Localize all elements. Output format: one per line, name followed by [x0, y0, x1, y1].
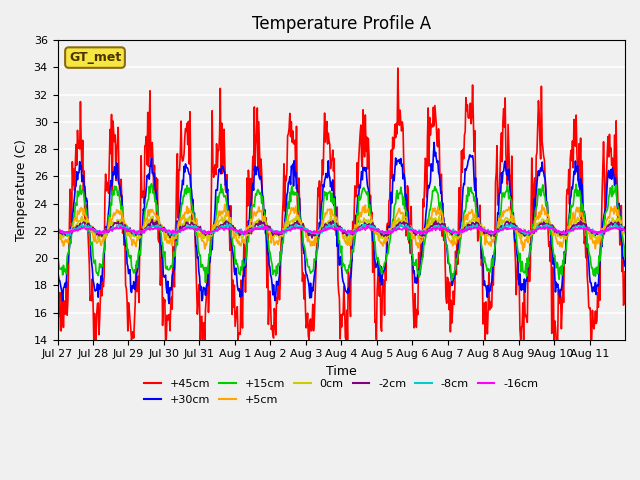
+15cm — [433, 190, 441, 195]
-16cm — [240, 231, 248, 237]
Text: GT_met: GT_met — [69, 51, 121, 64]
0cm — [433, 217, 441, 223]
-8cm — [621, 229, 629, 235]
+45cm — [401, 180, 409, 185]
+45cm — [121, 237, 129, 242]
-16cm — [54, 228, 61, 234]
Line: +30cm: +30cm — [58, 143, 625, 303]
+5cm — [519, 248, 527, 253]
+45cm — [253, 105, 261, 111]
-16cm — [275, 229, 283, 235]
+15cm — [401, 204, 409, 210]
+5cm — [120, 217, 128, 223]
Line: +5cm: +5cm — [58, 204, 625, 251]
-2cm — [120, 223, 128, 229]
+15cm — [621, 254, 629, 260]
+45cm — [275, 277, 283, 283]
+30cm — [54, 268, 61, 274]
+5cm — [54, 233, 61, 239]
+30cm — [225, 203, 233, 209]
-8cm — [225, 222, 233, 228]
+15cm — [226, 215, 234, 220]
-8cm — [275, 229, 283, 235]
Line: -16cm: -16cm — [58, 226, 625, 234]
+45cm — [621, 269, 629, 275]
-2cm — [308, 235, 316, 241]
0cm — [621, 230, 629, 236]
0cm — [346, 239, 354, 244]
+45cm — [225, 221, 233, 227]
0cm — [253, 218, 260, 224]
-16cm — [253, 226, 261, 231]
+15cm — [202, 279, 209, 285]
+15cm — [120, 222, 128, 228]
-2cm — [433, 220, 441, 226]
-16cm — [433, 225, 441, 230]
-8cm — [54, 228, 61, 233]
+30cm — [430, 140, 438, 145]
0cm — [274, 231, 282, 237]
+15cm — [148, 181, 156, 187]
+30cm — [253, 164, 261, 170]
Title: Temperature Profile A: Temperature Profile A — [252, 15, 431, 33]
0cm — [401, 217, 409, 223]
-16cm — [363, 223, 371, 229]
Line: +15cm: +15cm — [58, 184, 625, 282]
0cm — [120, 225, 128, 230]
+45cm — [433, 143, 441, 148]
+45cm — [54, 295, 61, 300]
+15cm — [254, 187, 262, 192]
-16cm — [401, 224, 409, 230]
Line: 0cm: 0cm — [58, 215, 625, 241]
-2cm — [225, 220, 233, 226]
+5cm — [225, 220, 233, 226]
X-axis label: Time: Time — [326, 365, 356, 378]
Y-axis label: Temperature (C): Temperature (C) — [15, 139, 28, 241]
+5cm — [275, 239, 283, 244]
Legend: +45cm, +30cm, +15cm, +5cm, 0cm, -2cm, -8cm, -16cm: +45cm, +30cm, +15cm, +5cm, 0cm, -2cm, -8… — [140, 375, 543, 409]
+45cm — [394, 65, 402, 71]
-8cm — [331, 220, 339, 226]
-2cm — [54, 227, 61, 233]
-2cm — [148, 216, 156, 222]
Line: -2cm: -2cm — [58, 219, 625, 238]
+5cm — [433, 212, 440, 218]
+5cm — [253, 210, 261, 216]
-2cm — [621, 224, 629, 230]
-8cm — [433, 223, 441, 229]
0cm — [399, 212, 407, 218]
-16cm — [621, 228, 629, 234]
+15cm — [276, 263, 284, 268]
0cm — [225, 221, 232, 227]
+15cm — [54, 252, 61, 258]
-2cm — [401, 222, 409, 228]
0cm — [54, 228, 61, 234]
+45cm — [90, 337, 98, 343]
+30cm — [433, 160, 441, 166]
-16cm — [120, 224, 128, 230]
-8cm — [120, 224, 128, 229]
+5cm — [401, 215, 408, 221]
+5cm — [221, 202, 228, 207]
+30cm — [120, 234, 128, 240]
-8cm — [401, 225, 409, 230]
Line: -8cm: -8cm — [58, 223, 625, 236]
-8cm — [170, 233, 177, 239]
+30cm — [165, 300, 173, 306]
Line: +45cm: +45cm — [58, 68, 625, 340]
+30cm — [275, 278, 283, 284]
-8cm — [253, 225, 261, 230]
+5cm — [621, 231, 629, 237]
-2cm — [253, 221, 261, 227]
+30cm — [401, 175, 408, 180]
+30cm — [621, 263, 629, 269]
-16cm — [225, 227, 232, 233]
-2cm — [275, 232, 283, 238]
